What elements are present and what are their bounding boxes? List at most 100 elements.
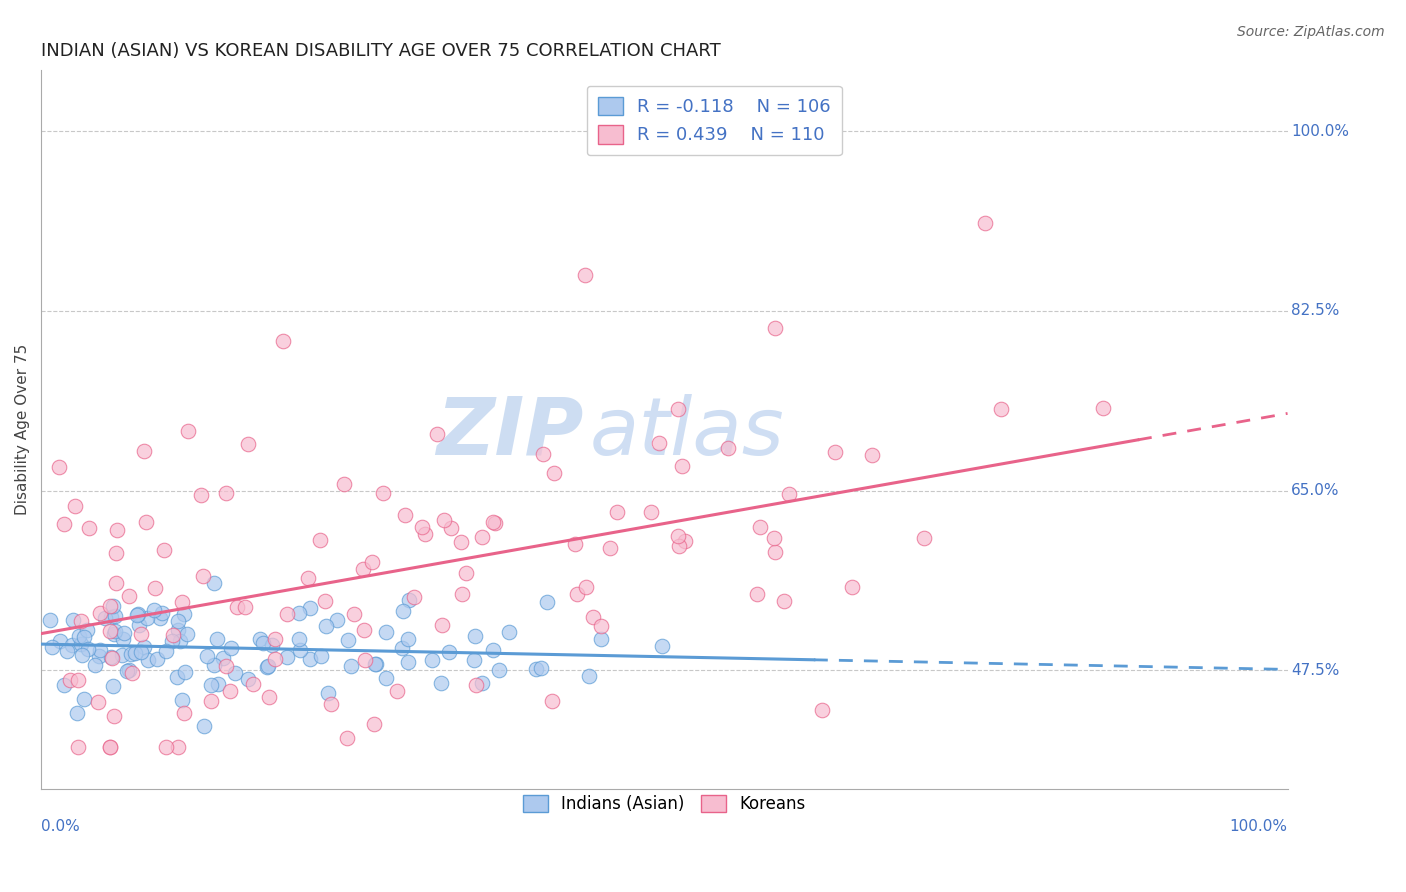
Point <box>193 719 215 733</box>
Point <box>67 740 90 755</box>
Text: 82.5%: 82.5% <box>1291 303 1340 318</box>
Point <box>398 593 420 607</box>
Point <box>215 486 238 500</box>
Point <box>374 672 396 686</box>
Point <box>104 608 127 623</box>
Point <box>591 632 613 646</box>
Point <box>451 587 474 601</box>
Point <box>67 628 90 642</box>
Point <box>666 529 689 543</box>
Point <box>543 466 565 480</box>
Point <box>172 595 194 609</box>
Point <box>773 594 796 608</box>
Point <box>98 740 121 755</box>
Point <box>763 545 786 559</box>
Point <box>129 645 152 659</box>
Point <box>297 571 319 585</box>
Point <box>567 587 589 601</box>
Point <box>98 740 121 755</box>
Legend: Indians (Asian), Koreans: Indians (Asian), Koreans <box>516 789 813 820</box>
Point <box>87 695 110 709</box>
Point <box>488 663 510 677</box>
Y-axis label: Disability Age Over 75: Disability Age Over 75 <box>15 343 30 515</box>
Point <box>155 644 177 658</box>
Point <box>673 534 696 549</box>
Point <box>353 623 375 637</box>
Point <box>195 649 218 664</box>
Point <box>717 441 740 455</box>
Point <box>143 581 166 595</box>
Point <box>200 678 222 692</box>
Point <box>668 401 690 416</box>
Point <box>101 650 124 665</box>
Point <box>121 665 143 680</box>
Point <box>276 650 298 665</box>
Point <box>912 532 935 546</box>
Point <box>575 581 598 595</box>
Point <box>271 334 294 349</box>
Point <box>125 608 148 623</box>
Point <box>118 664 141 678</box>
Point <box>98 599 121 614</box>
Point <box>450 534 472 549</box>
Point <box>396 655 419 669</box>
Point <box>150 606 173 620</box>
Point <box>591 619 613 633</box>
Point <box>103 709 125 723</box>
Point <box>387 684 409 698</box>
Point <box>94 610 117 624</box>
Point <box>749 520 772 534</box>
Point <box>530 661 553 675</box>
Point <box>841 580 863 594</box>
Text: atlas: atlas <box>589 393 785 472</box>
Point <box>299 601 322 615</box>
Point <box>211 650 233 665</box>
Point <box>352 562 374 576</box>
Point <box>309 648 332 663</box>
Point <box>540 694 562 708</box>
Point <box>49 634 72 648</box>
Point <box>430 675 453 690</box>
Point <box>337 632 360 647</box>
Point <box>668 539 690 553</box>
Point <box>53 678 76 692</box>
Point <box>578 669 600 683</box>
Point <box>112 632 135 646</box>
Point <box>128 618 150 632</box>
Point <box>238 437 260 451</box>
Point <box>160 634 183 648</box>
Point <box>606 505 628 519</box>
Point <box>314 594 336 608</box>
Point <box>89 606 111 620</box>
Point <box>366 657 388 671</box>
Point <box>315 618 337 632</box>
Point <box>167 614 190 628</box>
Point <box>264 632 287 646</box>
Point <box>117 589 139 603</box>
Point <box>363 657 385 671</box>
Point <box>426 426 449 441</box>
Point <box>219 640 242 655</box>
Point <box>136 653 159 667</box>
Point <box>531 447 554 461</box>
Point <box>105 576 128 591</box>
Point <box>671 458 693 473</box>
Point <box>225 599 247 614</box>
Point <box>276 607 298 621</box>
Point <box>396 632 419 647</box>
Point <box>111 648 134 662</box>
Point <box>336 731 359 746</box>
Point <box>471 530 494 544</box>
Point <box>48 460 70 475</box>
Point <box>41 640 63 654</box>
Point <box>252 635 274 649</box>
Point <box>153 542 176 557</box>
Point <box>135 515 157 529</box>
Point <box>98 624 121 639</box>
Point <box>319 697 342 711</box>
Point <box>471 676 494 690</box>
Point <box>354 653 377 667</box>
Point <box>190 488 212 502</box>
Point <box>63 499 86 513</box>
Point <box>288 643 311 657</box>
